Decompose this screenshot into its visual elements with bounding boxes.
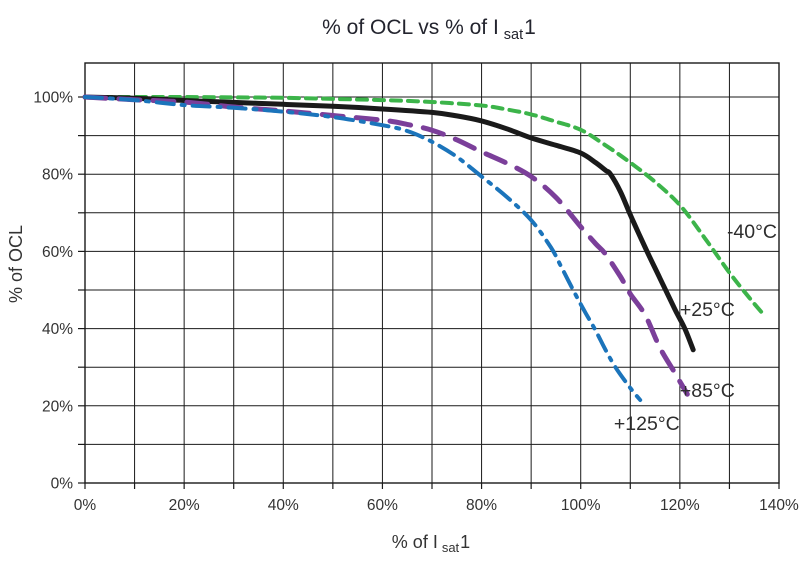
y-tick-label: 0% [51,476,74,493]
chart-title-subscript: sat [504,27,523,43]
x-tick-label: 100% [561,497,601,514]
x-tick-label: 20% [169,497,200,514]
x-axis-title-subscript: sat [442,540,460,555]
chart-title: % of OCL vs % of I sat1 [322,16,536,43]
y-tick-label: 60% [42,244,73,261]
x-tick-label: 80% [466,497,497,514]
curve-plus-25c [82,94,696,353]
y-tick-label: 80% [42,167,73,184]
chart-title-suffix: 1 [524,16,536,39]
tick-layer [78,96,780,489]
curve-label-layer: -40°C +25°C +85°C+125°C [614,221,777,435]
x-axis-title-main: % of I [392,532,438,552]
curve-label-plus-125c: +125°C [614,413,680,435]
x-tick-label: 60% [367,497,398,514]
y-tick-label: 40% [42,321,73,338]
curve-label-minus-40c: -40°C [727,221,777,243]
chart-title-main: % of OCL vs % of I [322,16,499,39]
x-tick-label: 40% [268,497,299,514]
curve-plus-125c [83,95,643,402]
curve-minus-40c [83,94,767,318]
y-tick-label: 20% [42,398,73,415]
curve-label-plus-85c: +85°C [680,380,735,402]
series-layer [82,94,767,402]
y-axis-title: % of OCL [6,225,26,303]
y-tick-label: 100% [33,90,73,107]
x-axis-title-suffix: 1 [460,532,470,552]
x-tick-label: 140% [759,497,799,514]
x-tick-label: 120% [660,497,700,514]
curve-label-plus-25c: +25°C [680,299,735,321]
plot-border [84,62,780,484]
x-tick-label: 0% [74,497,97,514]
tick-label-layer: 0% 20% 40% 60% 80% 100% 120% 140% 0% 20% 40% 60% 80%… [33,90,799,515]
x-axis-title: % of I sat1 [392,532,470,555]
